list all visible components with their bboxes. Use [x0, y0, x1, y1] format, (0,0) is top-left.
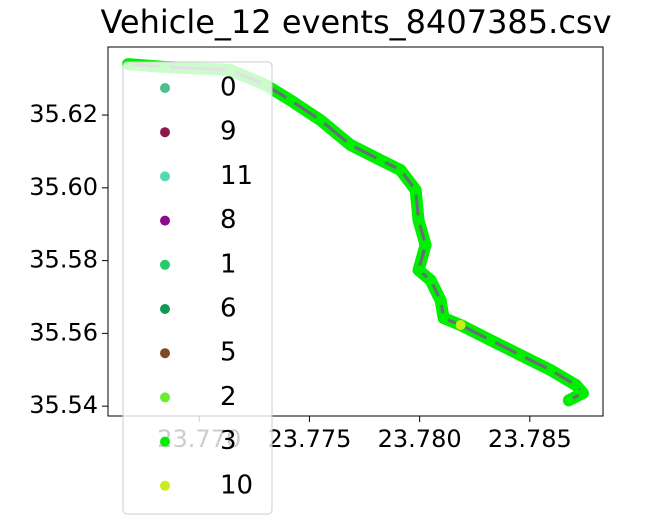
- legend-label: 1: [220, 249, 237, 279]
- point: [435, 295, 446, 306]
- legend-box: [122, 61, 273, 515]
- legend-label: 2: [220, 382, 237, 412]
- point: [545, 365, 556, 376]
- point: [375, 155, 386, 166]
- legend-marker: [160, 480, 170, 491]
- legend-label: 9: [220, 117, 237, 147]
- point: [455, 320, 466, 331]
- legend-marker: [160, 83, 170, 93]
- point: [438, 313, 449, 324]
- point: [395, 165, 406, 175]
- plot-area: 23.77023.77523.78023.78535.5435.5635.583…: [29, 46, 604, 453]
- point: [425, 275, 436, 286]
- point: [577, 388, 588, 399]
- chart-title: Vehicle_12 events_8407385.csv: [100, 3, 611, 41]
- legend-marker: [160, 127, 170, 138]
- y-tick-label: 35.54: [29, 391, 98, 419]
- legend-label: 11: [220, 161, 253, 191]
- legend-label: 8: [220, 205, 237, 235]
- point: [413, 265, 424, 276]
- legend-label: 0: [220, 73, 237, 103]
- legend-marker: [160, 259, 170, 270]
- legend: 0 9 11 8 1 6 5 2 3 10: [122, 61, 273, 515]
- legend-marker: [160, 436, 170, 447]
- x-tick-label: 23.775: [267, 425, 351, 453]
- legend-label: 5: [220, 338, 237, 368]
- point: [420, 239, 431, 250]
- point: [515, 350, 526, 361]
- y-tick-label: 35.62: [29, 100, 98, 128]
- y-tick-label: 35.56: [29, 318, 98, 346]
- legend-label: 3: [220, 426, 237, 456]
- legend-label: 6: [220, 294, 237, 324]
- point: [315, 115, 326, 126]
- y-tick-label: 35.58: [29, 246, 98, 274]
- point: [570, 380, 581, 391]
- point: [485, 335, 496, 346]
- legend-marker: [160, 171, 170, 182]
- y-tick-label: 35.60: [29, 173, 98, 201]
- plot-frame: [107, 46, 604, 417]
- legend-marker: [160, 304, 170, 314]
- legend-label: 10: [220, 470, 253, 500]
- x-tick-label: 23.780: [378, 425, 462, 453]
- point: [413, 215, 424, 226]
- point: [410, 185, 421, 196]
- point: [345, 139, 356, 150]
- legend-marker: [160, 392, 170, 403]
- x-tick-label: 23.785: [488, 425, 572, 453]
- point: [563, 395, 574, 406]
- point: [285, 95, 296, 106]
- legend-marker: [160, 215, 170, 226]
- legend-marker: [160, 348, 170, 359]
